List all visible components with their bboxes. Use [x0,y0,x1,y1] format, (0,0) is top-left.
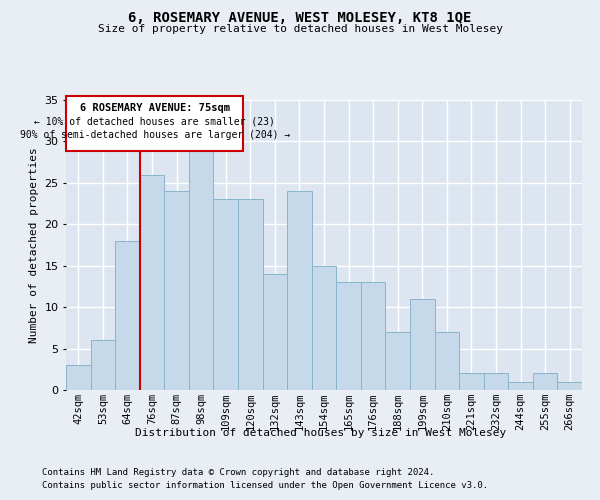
Bar [336,282,361,390]
Text: ← 10% of detached houses are smaller (23): ← 10% of detached houses are smaller (23… [34,116,275,126]
Bar [459,374,484,390]
Bar [287,191,312,390]
Bar [189,150,214,390]
Bar [484,374,508,390]
Bar [164,191,189,390]
Y-axis label: Number of detached properties: Number of detached properties [29,147,38,343]
Bar [385,332,410,390]
Bar [434,332,459,390]
Bar [361,282,385,390]
Bar [508,382,533,390]
Bar [238,200,263,390]
Bar [91,340,115,390]
Bar [115,241,140,390]
Bar [312,266,336,390]
Text: 90% of semi-detached houses are larger (204) →: 90% of semi-detached houses are larger (… [20,130,290,140]
Bar [140,174,164,390]
Bar [410,299,434,390]
Bar [66,365,91,390]
Text: Size of property relative to detached houses in West Molesey: Size of property relative to detached ho… [97,24,503,34]
Text: Distribution of detached houses by size in West Molesey: Distribution of detached houses by size … [136,428,506,438]
Bar [214,200,238,390]
Text: Contains public sector information licensed under the Open Government Licence v3: Contains public sector information licen… [42,480,488,490]
Text: 6 ROSEMARY AVENUE: 75sqm: 6 ROSEMARY AVENUE: 75sqm [80,104,230,114]
Bar [533,374,557,390]
Text: 6, ROSEMARY AVENUE, WEST MOLESEY, KT8 1QE: 6, ROSEMARY AVENUE, WEST MOLESEY, KT8 1Q… [128,11,472,25]
Bar [557,382,582,390]
Bar [67,96,243,152]
Text: Contains HM Land Registry data © Crown copyright and database right 2024.: Contains HM Land Registry data © Crown c… [42,468,434,477]
Bar [263,274,287,390]
